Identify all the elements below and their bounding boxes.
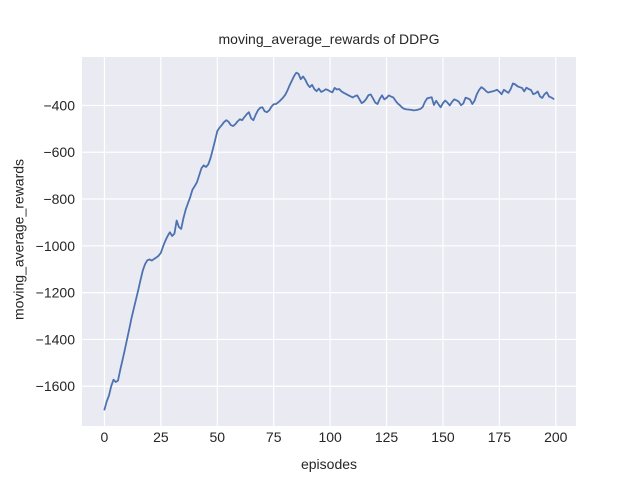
axes-background [82,57,576,426]
x-tick-label: 150 [431,429,455,445]
y-tick-label: −1200 [36,285,76,301]
x-tick-label: 100 [318,429,342,445]
x-tick-label: 125 [375,429,399,445]
y-tick-label: −800 [43,191,75,207]
x-tick-label: 50 [210,429,226,445]
x-tick-label: 175 [488,429,512,445]
y-tick-label: −600 [43,144,75,160]
y-tick-label: −1400 [36,331,76,347]
x-tick-label: 25 [153,429,169,445]
x-tick-label: 75 [266,429,282,445]
x-tick-label: 200 [544,429,568,445]
chart-title: moving_average_rewards of DDPG [218,31,440,47]
x-tick-label: 0 [101,429,109,445]
reward-line-series [103,71,555,411]
y-axis-label: moving_average_rewards [10,158,27,321]
x-axis-label: episodes [300,456,358,472]
y-tick-label: −400 [43,97,75,113]
y-tick-label: −1600 [36,378,76,394]
y-tick-label: −1000 [36,238,76,254]
